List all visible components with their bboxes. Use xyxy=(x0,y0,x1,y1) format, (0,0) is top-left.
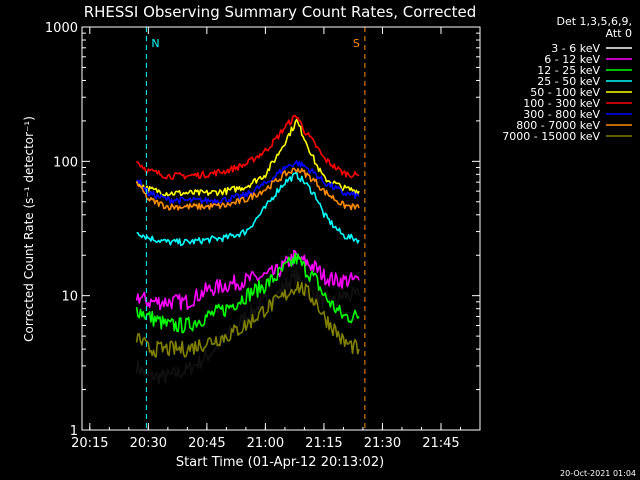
legend-label-4: 50 - 100 keV xyxy=(530,86,600,99)
axes: 20:15 20:30 20:45 21:00 21:15 21:30 21:45 1 10 10… xyxy=(45,21,481,451)
y-tick-label: 1 xyxy=(70,424,78,439)
y-tick-label: 1000 xyxy=(45,21,78,36)
timestamp: 20-Oct-2021 01:04 xyxy=(560,469,636,478)
y-axis-label: Corrected Count Rate (s⁻¹ detector⁻¹) xyxy=(22,116,36,342)
legend-label-2: 12 - 25 keV xyxy=(537,64,600,77)
x-tick-label: 20:45 xyxy=(188,436,225,451)
legend-label-1: 6 - 12 keV xyxy=(544,53,600,66)
legend-label-3: 25 - 50 keV xyxy=(537,75,600,88)
x-axis-label: Start Time (01-Apr-12 20:13:02) xyxy=(176,455,384,470)
x-tick-label: 21:00 xyxy=(247,436,284,451)
legend-label-6: 300 - 800 keV xyxy=(523,108,600,121)
legend-label-5: 100 - 300 keV xyxy=(523,97,600,110)
legend-label-7: 800 - 7000 keV xyxy=(516,119,600,132)
plot-frame xyxy=(81,26,481,431)
legend-label-8: 7000 - 15000 keV xyxy=(502,130,600,143)
x-tick-label: 20:30 xyxy=(130,436,167,451)
marker-label-s: S xyxy=(353,37,360,50)
series-line-0 xyxy=(135,268,360,385)
series-line-6 xyxy=(136,160,360,205)
series-line-3 xyxy=(136,170,360,247)
series-line-7 xyxy=(135,167,360,211)
series-line-4 xyxy=(136,118,360,197)
series-line-5 xyxy=(136,114,360,180)
x-tick-label: 21:45 xyxy=(422,436,459,451)
legend-header-line-1: Det 1,3,5,6,9, xyxy=(556,15,632,28)
x-tick-label: 21:30 xyxy=(364,436,401,451)
x-tick-label: 21:15 xyxy=(305,436,342,451)
series-line-1 xyxy=(135,249,360,311)
y-tick-label: 100 xyxy=(53,155,78,170)
marker-label-n: N xyxy=(151,37,159,50)
x-tick-label: 20:15 xyxy=(71,436,108,451)
y-tick-label: 10 xyxy=(61,290,78,305)
legend-header-line-2: Att 0 xyxy=(606,27,632,40)
series-line-2 xyxy=(135,252,360,334)
chart-title: RHESSI Observing Summary Count Rates, Co… xyxy=(84,3,477,21)
series-line-8 xyxy=(135,281,360,358)
legend-label-0: 3 - 6 keV xyxy=(551,42,600,55)
